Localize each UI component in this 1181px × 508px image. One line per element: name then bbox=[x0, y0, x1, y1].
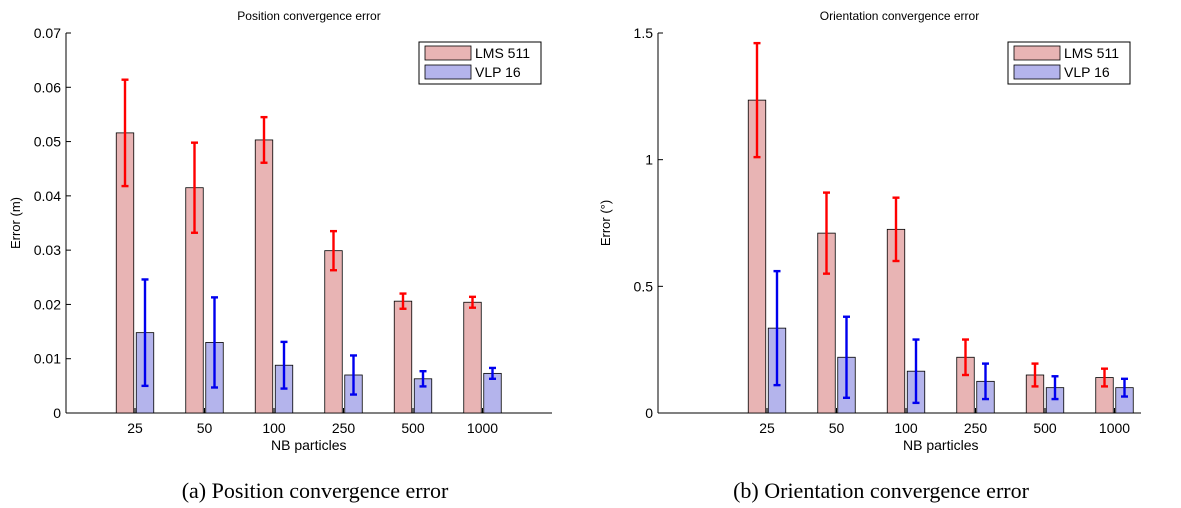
error-bar-series-1 bbox=[1031, 362, 1039, 388]
legend-swatch-2 bbox=[1013, 64, 1061, 80]
error-bar-series-2 bbox=[982, 362, 989, 401]
y-tick-label: 0.04 bbox=[34, 188, 61, 204]
x-tick-label: 1000 bbox=[467, 420, 498, 436]
caption-b: (b) Orientation convergence error bbox=[586, 478, 1176, 504]
error-bar-series-2 bbox=[1121, 377, 1128, 398]
legend-swatch-2 bbox=[424, 64, 472, 80]
y-tick-label: 0.06 bbox=[34, 79, 61, 95]
error-bar-series-2 bbox=[489, 366, 496, 380]
y-tick-label: 0.03 bbox=[34, 242, 61, 258]
position-chart: Position convergence error 0 0.01 0.02 0.03 0… bbox=[8, 9, 552, 453]
y-tick-label: 0 bbox=[645, 405, 653, 421]
error-bar-series-2 bbox=[419, 370, 427, 388]
y-tick-label: 0.05 bbox=[34, 134, 61, 150]
y-tick-label: 1 bbox=[645, 152, 653, 168]
error-bar-series-1 bbox=[121, 78, 129, 188]
x-tick-label: 250 bbox=[332, 420, 356, 436]
figure-orientation: Orientation convergence error 0 0.5 1 1.5 Err… bbox=[590, 0, 1180, 508]
bar-series-1 bbox=[463, 301, 482, 414]
caption-b-text: Orientation convergence error bbox=[764, 478, 1029, 503]
caption-a-label: (a) bbox=[181, 478, 207, 503]
y-tick-label: 0.02 bbox=[34, 296, 61, 312]
error-bar-series-1 bbox=[962, 338, 969, 377]
figure-position: Position convergence error 0 0.01 0.02 0.03 0… bbox=[0, 0, 590, 508]
error-bar-series-2 bbox=[773, 269, 781, 387]
error-bar-series-2 bbox=[350, 354, 357, 396]
error-bar-series-1 bbox=[330, 229, 337, 272]
x-tick-label: 500 bbox=[401, 420, 425, 436]
x-axis-label: NB particles bbox=[271, 437, 346, 453]
error-bar-series-1 bbox=[191, 141, 198, 234]
error-bar-series-1 bbox=[399, 292, 407, 310]
orientation-chart: Orientation convergence error 0 0.5 1 1.5 Err… bbox=[598, 9, 1141, 453]
legend-label-1: LMS 511 bbox=[1064, 45, 1119, 61]
caption-a: (a) Position convergence error bbox=[20, 478, 610, 504]
chart-title: Position convergence error bbox=[237, 9, 380, 23]
error-bar-series-1 bbox=[753, 41, 761, 159]
error-bar-series-2 bbox=[280, 340, 288, 390]
y-tick-label: 0.5 bbox=[634, 278, 654, 294]
x-tick-label: 250 bbox=[964, 420, 988, 436]
error-bar-series-2 bbox=[912, 338, 920, 405]
error-bar-series-1 bbox=[823, 191, 830, 275]
x-tick-label: 50 bbox=[829, 420, 845, 436]
bar-series-1 bbox=[324, 250, 343, 414]
error-bar-series-1 bbox=[469, 295, 476, 309]
bar-series-1 bbox=[393, 300, 413, 414]
error-bar-series-1 bbox=[260, 115, 268, 164]
y-tick-label: 0 bbox=[53, 405, 61, 421]
x-tick-label: 1000 bbox=[1099, 420, 1130, 436]
y-tick-label: 1.5 bbox=[634, 25, 654, 41]
x-axis-label: NB particles bbox=[903, 437, 978, 453]
legend-swatch-1 bbox=[424, 45, 472, 61]
y-tick-label: 0.07 bbox=[34, 25, 61, 41]
legend-label-2: VLP 16 bbox=[1064, 64, 1110, 80]
error-bar-series-2 bbox=[141, 278, 149, 388]
x-tick-label: 50 bbox=[197, 420, 213, 436]
error-bar-series-2 bbox=[843, 315, 850, 399]
y-axis-label: Error (m) bbox=[8, 197, 23, 249]
y-tick-label: 0.01 bbox=[34, 351, 61, 367]
y-axis-label: Error (°) bbox=[598, 200, 613, 246]
chart-title: Orientation convergence error bbox=[820, 9, 979, 23]
legend-label-2: VLP 16 bbox=[475, 64, 521, 80]
bar-series-1 bbox=[254, 139, 274, 414]
legend-label-1: LMS 511 bbox=[475, 45, 530, 61]
x-tick-label: 100 bbox=[262, 420, 286, 436]
legend-swatch-1 bbox=[1013, 45, 1061, 61]
error-bar-series-2 bbox=[1051, 375, 1059, 401]
caption-a-text: Position convergence error bbox=[211, 478, 449, 503]
error-bar-series-1 bbox=[892, 196, 900, 263]
error-bar-series-1 bbox=[1101, 367, 1108, 388]
x-tick-label: 25 bbox=[127, 420, 143, 436]
caption-b-label: (b) bbox=[733, 478, 759, 503]
error-bar-series-2 bbox=[211, 296, 218, 389]
x-tick-label: 25 bbox=[759, 420, 775, 436]
x-tick-label: 100 bbox=[894, 420, 918, 436]
x-tick-label: 500 bbox=[1033, 420, 1057, 436]
